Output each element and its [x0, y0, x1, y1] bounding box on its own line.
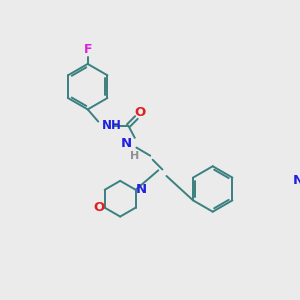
- Text: H: H: [130, 151, 140, 161]
- Text: F: F: [83, 43, 92, 56]
- Text: N: N: [121, 137, 132, 150]
- Text: N: N: [292, 174, 300, 188]
- Text: N: N: [136, 183, 147, 196]
- Text: O: O: [93, 201, 105, 214]
- Text: O: O: [134, 106, 145, 119]
- Text: NH: NH: [102, 119, 122, 132]
